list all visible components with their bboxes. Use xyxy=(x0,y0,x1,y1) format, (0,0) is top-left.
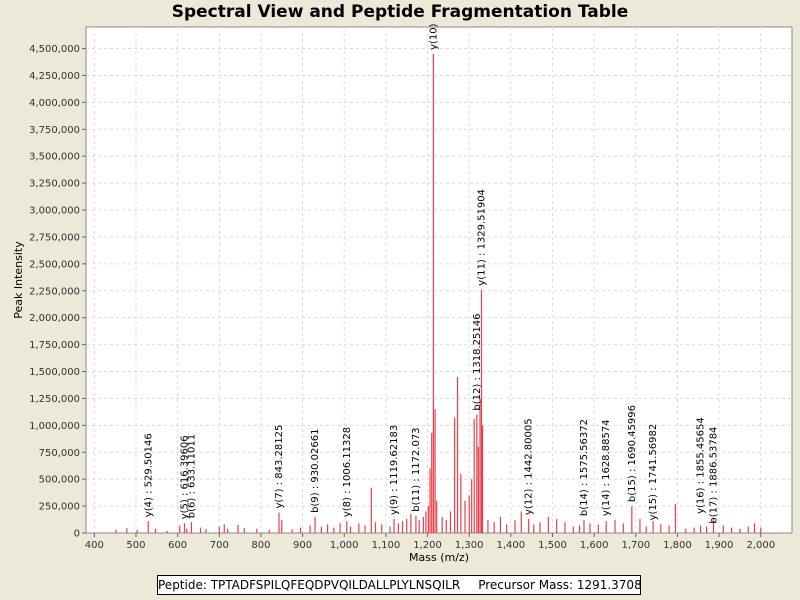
y-tick-label: 250,000 xyxy=(39,502,80,513)
y-tick-label: 4,500,000 xyxy=(29,44,80,55)
peptide-info-box: Peptide: TPTADFSPILQFEQDPVQILDALLPLYLNSQ… xyxy=(157,575,642,595)
x-tick-label: 1,800 xyxy=(663,540,692,551)
peak-annotation: y(10) xyxy=(428,23,439,50)
peak-annotation: y(7) : 843.28125 xyxy=(274,425,285,509)
x-tick-label: 400 xyxy=(85,540,104,551)
peak-annotation: b(14) : 1575.56372 xyxy=(579,419,590,516)
peak-annotation: y(12) : 1442.80005 xyxy=(524,418,535,515)
peak-annotation: b(6) : 633.11011 xyxy=(186,434,197,518)
x-tick-label: 900 xyxy=(293,540,312,551)
x-tick-label: 1,700 xyxy=(621,540,650,551)
x-tick-label: 700 xyxy=(210,540,229,551)
peak-annotation: y(14) : 1628.88574 xyxy=(601,419,612,516)
y-tick-label: 2,000,000 xyxy=(29,313,80,324)
peak-annotation: b(9) : 930.02661 xyxy=(310,429,321,513)
y-tick-label: 1,750,000 xyxy=(29,340,80,351)
peak-annotation: y(11) : 1329.51904 xyxy=(476,189,487,286)
peak-annotation: y(16) : 1855.45654 xyxy=(696,417,707,514)
peak-annotation: y(4) : 529.50146 xyxy=(143,433,154,517)
x-tick-label: 500 xyxy=(126,540,145,551)
y-tick-label: 3,250,000 xyxy=(29,179,80,190)
peptide-sequence: Peptide: TPTADFSPILQFEQDPVQILDALLPLYLNSQ… xyxy=(158,578,461,592)
plot-area xyxy=(85,26,793,534)
peak-annotation: y(8) : 1006.11328 xyxy=(342,427,353,517)
x-tick-label: 1,900 xyxy=(705,540,734,551)
peak-annotation: b(11) : 1172.073 xyxy=(411,427,422,511)
peak-annotation: y(15) : 1741.56982 xyxy=(648,424,659,521)
x-tick-label: 1,300 xyxy=(455,540,484,551)
y-tick-label: 3,750,000 xyxy=(29,125,80,136)
x-tick-label: 1,500 xyxy=(538,540,567,551)
y-axis-label: Peak Intensity xyxy=(12,241,25,319)
peak-annotation: y(5) : 616.39606 xyxy=(179,435,190,519)
x-axis: 400 500 600 700 800 900 1,000 1,100 1,200 1,300 1,… xyxy=(85,533,775,551)
peak-bars xyxy=(115,53,762,533)
y-tick-label: 4,000,000 xyxy=(29,98,80,109)
y-tick-label: 2,750,000 xyxy=(29,232,80,243)
y-tick-label: 0 xyxy=(74,529,80,540)
y-tick-label: 500,000 xyxy=(39,475,80,486)
y-tick-label: 750,000 xyxy=(39,448,80,459)
grid-lines xyxy=(86,27,792,533)
y-tick-label: 4,250,000 xyxy=(29,71,80,82)
x-tick-label: 800 xyxy=(251,540,270,551)
peak-annotation: b(12) : 1318.25146 xyxy=(472,314,483,411)
x-tick-label: 1,000 xyxy=(330,540,359,551)
chart-title: Spectral View and Peptide Fragmentation … xyxy=(171,2,629,22)
x-tick-label: 1,600 xyxy=(580,540,609,551)
x-axis-label: Mass (m/z) xyxy=(409,551,469,564)
y-tick-label: 2,500,000 xyxy=(29,259,80,270)
y-axis: 0 250,000 500,000 750,000 1,000,000 1,250,000… xyxy=(29,44,86,540)
peak-annotation: y(9) : 1119.62183 xyxy=(389,425,400,515)
y-tick-label: 1,500,000 xyxy=(29,367,80,378)
x-tick-label: 2,000 xyxy=(746,540,775,551)
peak-annotation: b(17) : 1886.53784 xyxy=(708,427,719,524)
x-tick-label: 1,200 xyxy=(413,540,442,551)
x-tick-label: 1,100 xyxy=(372,540,401,551)
y-tick-label: 3,500,000 xyxy=(29,152,80,163)
precursor-mass: Precursor Mass: 1291.3708 xyxy=(478,578,642,592)
y-tick-label: 1,250,000 xyxy=(29,394,80,405)
y-tick-label: 2,250,000 xyxy=(29,286,80,297)
y-tick-label: 3,000,000 xyxy=(29,206,80,217)
y-tick-label: 1,000,000 xyxy=(29,421,80,432)
x-tick-label: 600 xyxy=(168,540,187,551)
peak-annotation: b(15) : 1690.45996 xyxy=(627,405,638,502)
x-tick-label: 1,400 xyxy=(497,540,526,551)
